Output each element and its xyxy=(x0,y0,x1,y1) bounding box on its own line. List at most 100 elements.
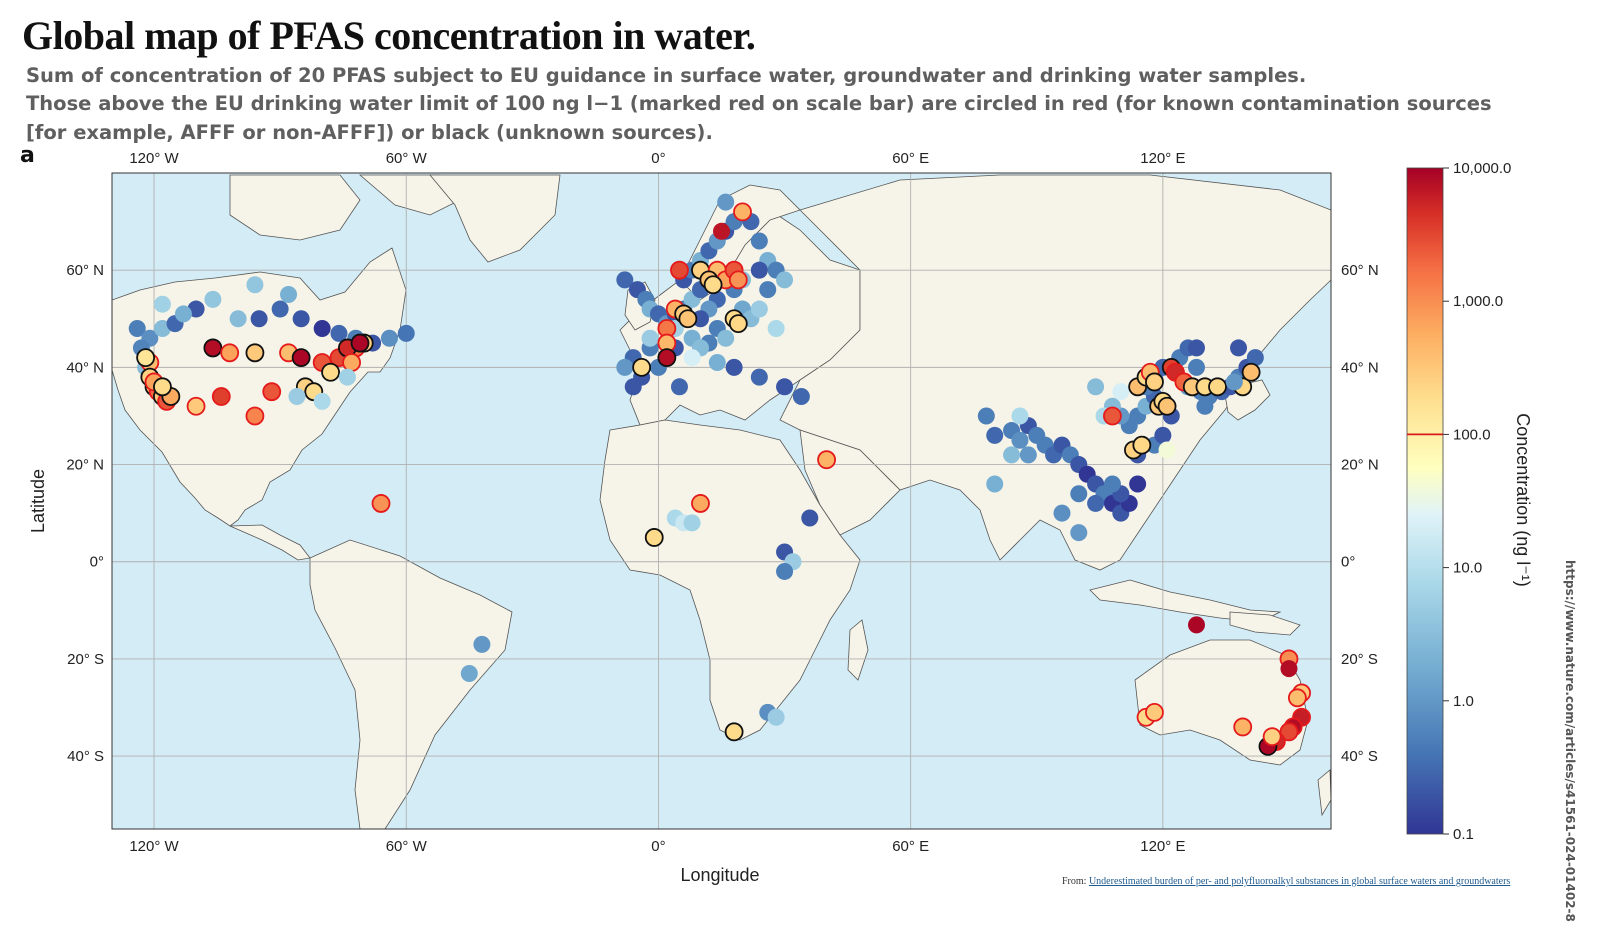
sample-point xyxy=(245,343,265,363)
sample-point xyxy=(817,450,836,470)
sample-point xyxy=(271,300,289,318)
sample-point xyxy=(350,333,370,353)
sample-point xyxy=(1070,524,1088,542)
sample-point xyxy=(670,260,689,280)
y-tick-label-right: 20° N xyxy=(1341,457,1379,474)
colorbar-ticks: 10,000.0 1,000.0 100.0 10.0 1.0 0.1 xyxy=(1407,160,1511,843)
sample-point xyxy=(750,300,768,318)
sample-point xyxy=(1158,441,1176,459)
land-madagascar xyxy=(847,619,869,681)
colorbar-tick-label: 100.0 xyxy=(1453,426,1491,443)
sample-point xyxy=(1287,688,1307,708)
sample-point xyxy=(128,319,146,337)
sample-point xyxy=(292,310,310,328)
sample-point xyxy=(1246,349,1264,367)
sample-point xyxy=(724,722,744,742)
sample-point xyxy=(1262,727,1282,747)
sample-point xyxy=(1187,339,1205,357)
land-arctic-islands xyxy=(358,174,461,216)
sample-point xyxy=(1230,339,1248,357)
credit-prefix: From: xyxy=(1062,876,1089,887)
sample-point xyxy=(1087,494,1105,512)
sample-point xyxy=(759,281,777,299)
sample-point xyxy=(1279,722,1299,742)
sample-point xyxy=(1053,504,1071,522)
sample-point xyxy=(229,310,247,328)
land-africa xyxy=(599,419,861,741)
sample-point xyxy=(691,494,710,513)
sample-point xyxy=(288,388,306,406)
land-greenland xyxy=(429,174,561,263)
sample-point xyxy=(262,382,282,402)
sample-point xyxy=(776,562,794,580)
colorbar-tick-label: 10,000.0 xyxy=(1453,160,1511,177)
sample-point xyxy=(1011,407,1029,425)
sample-point xyxy=(1196,397,1214,415)
sample-point xyxy=(1019,446,1037,464)
sample-point xyxy=(750,261,768,279)
y-tick-label-right: 40° N xyxy=(1341,359,1379,376)
y-tick-label-left: 0° xyxy=(90,554,104,571)
colorbar-tick-label: 10.0 xyxy=(1453,560,1482,577)
sample-point xyxy=(211,387,231,406)
sample-point xyxy=(750,368,768,386)
sample-point xyxy=(624,378,642,396)
colorbar-tick-label: 1.0 xyxy=(1453,693,1474,710)
land-new-guinea xyxy=(1229,611,1301,636)
sample-point xyxy=(246,276,264,294)
sample-point xyxy=(657,348,677,368)
sample-point xyxy=(1145,702,1164,722)
sample-point xyxy=(1154,426,1172,444)
sample-point xyxy=(1003,446,1021,464)
y-tick-label-right: 0° xyxy=(1341,554,1355,571)
sample-point xyxy=(1103,406,1122,426)
colorbar-title: Concentration (ng l⁻¹) xyxy=(1513,413,1533,587)
sample-point xyxy=(644,528,664,547)
sample-point xyxy=(203,338,223,358)
sample-point xyxy=(1070,485,1088,503)
x-tick-label-bottom: 60° W xyxy=(386,838,428,855)
sample-point xyxy=(1187,616,1205,634)
sample-point xyxy=(330,324,348,342)
sample-point xyxy=(1233,717,1253,737)
sample-point xyxy=(728,314,748,334)
sample-point xyxy=(725,358,743,376)
sample-point xyxy=(728,270,748,290)
sample-point xyxy=(313,319,331,337)
sample-point xyxy=(1280,660,1298,678)
sample-point xyxy=(1132,435,1152,455)
y-tick-label-left: 20° S xyxy=(67,651,104,668)
colorbar xyxy=(1406,167,1444,835)
sample-point xyxy=(767,319,785,337)
sample-point xyxy=(186,396,206,416)
x-axis-title: Longitude xyxy=(680,865,759,885)
map-frame xyxy=(111,172,1332,830)
sample-point xyxy=(767,708,785,726)
sample-point xyxy=(977,407,995,425)
sample-point xyxy=(220,343,240,363)
sample-point xyxy=(342,353,361,372)
sample-point xyxy=(678,309,698,329)
sample-point xyxy=(204,290,222,308)
x-tick-label-top: 0° xyxy=(651,150,665,167)
credit-link[interactable]: Underestimated burden of per- and polyfl… xyxy=(1088,876,1511,887)
sample-point xyxy=(733,202,752,222)
sample-point xyxy=(371,494,391,513)
sample-point xyxy=(632,357,652,377)
sample-point xyxy=(291,348,311,368)
y-tick-label-left: 40° S xyxy=(67,748,104,765)
y-tick-label-left: 40° N xyxy=(66,359,104,376)
y-tick-label-right: 20° S xyxy=(1341,651,1378,668)
sample-point xyxy=(250,310,268,328)
sample-point xyxy=(245,406,265,426)
sample-point xyxy=(136,348,156,368)
credit-line: From: Underestimated burden of per- and … xyxy=(1062,876,1510,887)
sample-point xyxy=(380,329,398,347)
sample-point xyxy=(1157,396,1177,416)
y-tick-label-left: 20° N xyxy=(66,457,104,474)
colorbar-tick-label: 0.1 xyxy=(1453,826,1474,843)
x-tick-label-bottom: 120° W xyxy=(129,838,179,855)
sample-point xyxy=(1103,475,1121,493)
